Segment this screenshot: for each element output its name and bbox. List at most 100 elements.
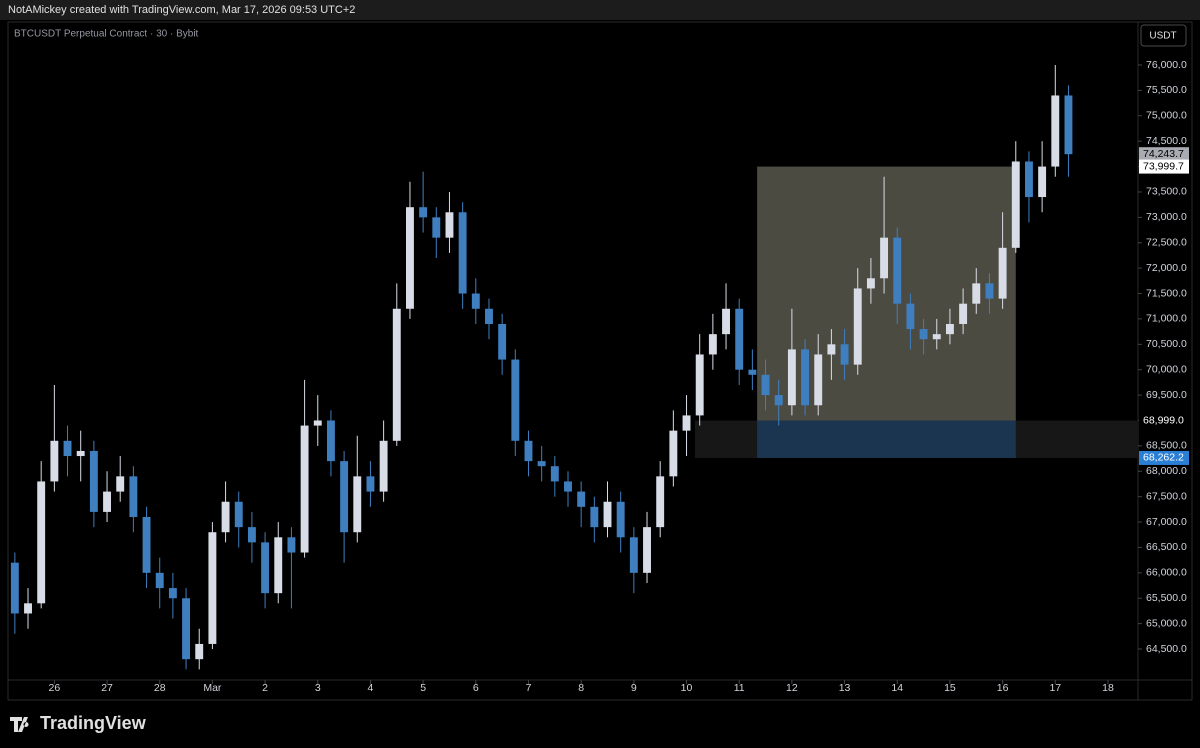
candle-body bbox=[682, 415, 691, 431]
x-tick-label: 28 bbox=[154, 682, 166, 694]
candle-body bbox=[708, 334, 717, 355]
x-tick-label: 9 bbox=[631, 682, 637, 694]
y-tick-label: 71,500.0 bbox=[1146, 287, 1187, 299]
candle-body bbox=[998, 247, 1007, 299]
panel-border bbox=[7, 21, 1193, 701]
candle-body bbox=[669, 430, 678, 477]
y-tick-label: 65,500.0 bbox=[1146, 592, 1187, 604]
candle-body bbox=[10, 562, 19, 614]
x-tick-label: 7 bbox=[526, 682, 532, 694]
x-tick-label: 8 bbox=[578, 682, 584, 694]
x-tick-label: 12 bbox=[786, 682, 798, 694]
x-tick-label: 3 bbox=[315, 682, 321, 694]
price-label-box bbox=[1139, 450, 1189, 465]
x-tick-label: 11 bbox=[734, 682, 745, 694]
candle-body bbox=[590, 506, 599, 528]
candle-body bbox=[195, 643, 204, 660]
candle-body bbox=[919, 329, 928, 340]
candle-body bbox=[695, 354, 704, 416]
y-tick-label: 68,500.0 bbox=[1146, 440, 1187, 452]
candle-body bbox=[50, 440, 59, 482]
candle-body bbox=[155, 572, 164, 589]
x-tick-label: 5 bbox=[420, 682, 426, 694]
x-tick-label: 2 bbox=[262, 682, 268, 694]
x-tick-label: 26 bbox=[49, 682, 61, 694]
candle-body bbox=[103, 491, 111, 512]
x-tick-label: 4 bbox=[368, 682, 374, 694]
caption: NotAMickey created with TradingView.com,… bbox=[8, 4, 355, 16]
candle-body bbox=[985, 283, 994, 299]
logo-mark bbox=[10, 717, 29, 732]
candle-body bbox=[537, 461, 546, 467]
logo: TradingView bbox=[10, 713, 147, 733]
candle-body bbox=[234, 501, 243, 528]
x-tick-label: 14 bbox=[891, 682, 903, 694]
currency-button[interactable] bbox=[1140, 24, 1187, 47]
candle-body bbox=[880, 237, 889, 279]
y-tick-label: 71,000.0 bbox=[1146, 313, 1187, 325]
y-tick-label: 70,500.0 bbox=[1146, 338, 1187, 350]
y-tick-label: 68,000.0 bbox=[1146, 465, 1187, 477]
y-tick-label: 74,500.0 bbox=[1146, 135, 1187, 147]
candle-body bbox=[221, 501, 230, 533]
price-label: 68,999.0 bbox=[1143, 414, 1184, 426]
candle-body bbox=[906, 303, 915, 330]
candle-body bbox=[656, 476, 665, 528]
candle-body bbox=[340, 461, 349, 533]
candle-body bbox=[379, 440, 388, 492]
candle-body bbox=[748, 369, 757, 375]
price-label: 73,999.7 bbox=[1143, 160, 1184, 172]
candle-body bbox=[893, 237, 902, 304]
candle-body bbox=[1051, 95, 1060, 167]
candle-body bbox=[735, 308, 744, 370]
candle-body bbox=[432, 217, 441, 238]
candle-body bbox=[326, 420, 335, 462]
candle-body bbox=[1038, 166, 1047, 198]
candle-body bbox=[761, 374, 770, 396]
candle-body bbox=[247, 527, 256, 543]
candle-body bbox=[643, 527, 651, 573]
candle-body bbox=[603, 501, 612, 528]
y-tick-label: 72,500.0 bbox=[1146, 237, 1187, 249]
y-tick-label: 66,500.0 bbox=[1146, 541, 1187, 553]
candle-body bbox=[168, 588, 177, 599]
x-tick-label: 10 bbox=[681, 682, 693, 694]
candle-body bbox=[261, 542, 270, 594]
candle-body bbox=[853, 288, 862, 365]
zone bbox=[757, 420, 1016, 458]
candle-body bbox=[63, 440, 72, 457]
x-tick-label: 18 bbox=[1102, 682, 1114, 694]
candle-body bbox=[406, 207, 414, 309]
candle-body bbox=[458, 212, 467, 294]
candle-body bbox=[182, 598, 191, 660]
x-tick-label: 6 bbox=[473, 682, 479, 694]
candle-body bbox=[366, 476, 375, 492]
candle-body bbox=[76, 450, 85, 457]
top-bar bbox=[0, 0, 1200, 20]
y-tick-label: 73,000.0 bbox=[1146, 211, 1187, 223]
x-tick-label: Mar bbox=[203, 682, 222, 694]
candle-body bbox=[89, 450, 98, 512]
y-tick-label: 76,000.0 bbox=[1146, 59, 1187, 71]
candle-body bbox=[774, 395, 783, 406]
candle-body bbox=[313, 420, 322, 426]
candle-body bbox=[866, 278, 875, 289]
price-label: 68,262.2 bbox=[1143, 452, 1184, 464]
y-tick-label: 66,000.0 bbox=[1146, 567, 1187, 579]
candle-body bbox=[129, 476, 138, 517]
x-tick-label: 13 bbox=[839, 682, 851, 694]
candle-body bbox=[722, 308, 730, 335]
logo-text: TradingView bbox=[40, 713, 147, 733]
y-tick-label: 69,500.0 bbox=[1146, 389, 1187, 401]
y-tick-label: 67,000.0 bbox=[1146, 516, 1187, 528]
candle-body bbox=[300, 425, 309, 553]
candle-body bbox=[932, 334, 941, 340]
candle-body bbox=[840, 344, 849, 365]
candle-body bbox=[419, 207, 428, 218]
candle-body bbox=[208, 532, 217, 644]
x-tick-label: 27 bbox=[101, 682, 113, 694]
candle-body bbox=[37, 481, 46, 604]
candle-body bbox=[814, 354, 823, 406]
y-tick-label: 67,500.0 bbox=[1146, 490, 1187, 502]
